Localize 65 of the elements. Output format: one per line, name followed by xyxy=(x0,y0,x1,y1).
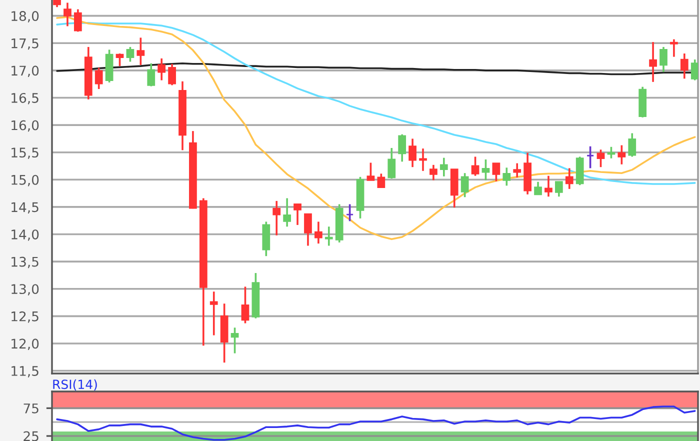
candlestick xyxy=(398,133,406,163)
candlestick xyxy=(116,52,124,67)
candlestick xyxy=(346,203,354,222)
candlestick xyxy=(324,226,333,247)
candlestick xyxy=(618,144,626,166)
y-tick-label: 11,5 xyxy=(12,366,38,378)
candlestick xyxy=(136,36,145,66)
y-tick-label: 12,0 xyxy=(12,338,39,350)
y-tick-label: 17,0 xyxy=(12,66,39,77)
candlestick xyxy=(126,46,134,63)
candlestick xyxy=(502,166,511,187)
candlestick xyxy=(680,52,688,80)
candlestick xyxy=(314,220,322,244)
candlestick xyxy=(147,62,156,88)
y-tick-label: 75 xyxy=(24,404,38,414)
candlestick xyxy=(158,58,166,82)
candlestick xyxy=(64,2,72,28)
chart-title: RSI(14) xyxy=(53,379,97,391)
candlestick xyxy=(388,147,396,180)
candlestick xyxy=(492,162,500,182)
candlestick xyxy=(670,38,678,58)
candlestick xyxy=(294,202,302,226)
y-tick-label: 16,0 xyxy=(12,120,39,132)
candlestick xyxy=(628,132,636,158)
y-tick-label: 17,5 xyxy=(12,38,38,50)
candlestick xyxy=(460,172,469,198)
y-tick-label: 13,5 xyxy=(12,256,38,268)
candlestick xyxy=(74,8,82,33)
candlestick xyxy=(168,62,176,86)
candlestick xyxy=(210,290,218,336)
candlestick xyxy=(440,156,448,178)
candlestick xyxy=(377,172,386,188)
candlestick xyxy=(607,146,616,160)
candlestick xyxy=(304,213,312,247)
candlestick xyxy=(660,46,668,73)
candlestick xyxy=(596,148,605,168)
y-tick-label: 14,5 xyxy=(12,202,38,214)
candlestick xyxy=(534,180,542,196)
y-tick-label: 15,0 xyxy=(12,174,39,186)
y-tick-label: 14,0 xyxy=(12,229,39,241)
y-tick-label: 16,5 xyxy=(12,92,38,104)
y-tick-label: 18,0 xyxy=(12,11,39,22)
candlestick xyxy=(482,158,490,182)
candlestick xyxy=(230,326,239,354)
candlestick xyxy=(649,41,657,83)
y-tick-label: 25 xyxy=(24,431,38,441)
candlestick xyxy=(430,164,438,182)
candlestick xyxy=(241,286,250,324)
y-tick-label: 15,5 xyxy=(12,148,38,159)
y-tick-label: 13,0 xyxy=(12,284,39,296)
candlestick xyxy=(272,200,281,236)
y-tick-label: 12,5 xyxy=(12,311,38,323)
line-series xyxy=(56,406,696,441)
candlestick xyxy=(586,145,594,170)
candlestick xyxy=(690,58,698,82)
candlestick xyxy=(544,174,552,198)
candlestick xyxy=(408,138,416,168)
candlestick xyxy=(471,156,480,177)
candlestick xyxy=(565,167,574,190)
candlestick xyxy=(513,162,522,178)
candlestick xyxy=(283,197,291,228)
candlestick xyxy=(554,180,563,198)
candlestick xyxy=(366,162,375,182)
candlestick xyxy=(419,148,427,172)
candlestick xyxy=(94,66,103,90)
